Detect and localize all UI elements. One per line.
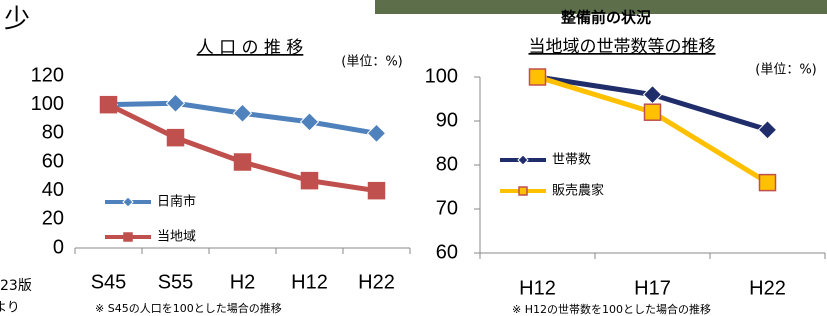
page: 少 23版 より 人 口 の 推 移 (単位：%) ※ S45の人口を100とした場… — [0, 0, 827, 316]
x-tick-label: H22 — [749, 277, 786, 299]
fragment: 23版 — [0, 278, 32, 294]
y-tick-label: 90 — [436, 109, 458, 131]
data-point — [369, 183, 385, 199]
y-tick-label: 40 — [42, 179, 64, 201]
y-tick-label: 20 — [42, 208, 64, 230]
legend-marker — [124, 233, 132, 241]
chart-header: 整備前の状況 — [561, 9, 651, 27]
x-tick-label: S55 — [158, 271, 194, 293]
fragment: 少 — [4, 5, 30, 35]
legend-label: 販売農家 — [552, 183, 604, 199]
y-tick-label: 100 — [31, 93, 64, 115]
fragment: より — [0, 301, 20, 316]
y-tick-label: 80 — [42, 122, 64, 144]
y-tick-label: 60 — [436, 241, 458, 263]
x-tick-label: H12 — [291, 271, 328, 293]
data-point — [368, 124, 386, 142]
y-tick-label: 80 — [436, 153, 458, 175]
legend-label: 世帯数 — [552, 153, 591, 168]
data-point — [101, 97, 117, 113]
footnote: ※ S45の人口を100とした場合の推移 — [95, 301, 282, 315]
data-point — [301, 113, 319, 131]
data-point — [234, 104, 252, 122]
data-point — [168, 130, 184, 146]
unit-label: (単位：%) — [755, 62, 817, 78]
y-tick-label: 70 — [436, 197, 458, 219]
x-tick-label: H2 — [230, 271, 256, 293]
chart-title: 人 口 の 推 移 — [197, 38, 304, 58]
data-point — [167, 94, 185, 112]
legend-marker — [123, 197, 133, 207]
x-tick-label: H22 — [358, 271, 395, 293]
footnote: ※ H12の世帯数を100とした場合の推移 — [512, 302, 711, 316]
data-point — [760, 175, 776, 191]
data-point — [530, 69, 546, 85]
chart-title: 当地域の世帯数等の推移 — [529, 37, 716, 57]
data-point — [645, 104, 661, 120]
x-tick-label: H17 — [634, 277, 671, 299]
y-tick-label: 100 — [425, 65, 458, 87]
y-tick-label: 120 — [31, 64, 64, 86]
unit-label: (単位：%) — [341, 54, 403, 70]
data-point — [235, 154, 251, 170]
y-tick-label: 60 — [42, 150, 64, 172]
legend-label: 当地域 — [157, 230, 196, 245]
legend-label: 日南市 — [157, 194, 196, 210]
data-point — [759, 121, 777, 139]
x-tick-label: H12 — [519, 277, 556, 299]
data-point — [302, 173, 318, 189]
legend-marker — [519, 187, 527, 195]
x-tick-label: S45 — [91, 271, 127, 293]
y-tick-label: 0 — [53, 236, 64, 258]
legend-marker — [518, 155, 528, 165]
data-point — [644, 86, 662, 104]
